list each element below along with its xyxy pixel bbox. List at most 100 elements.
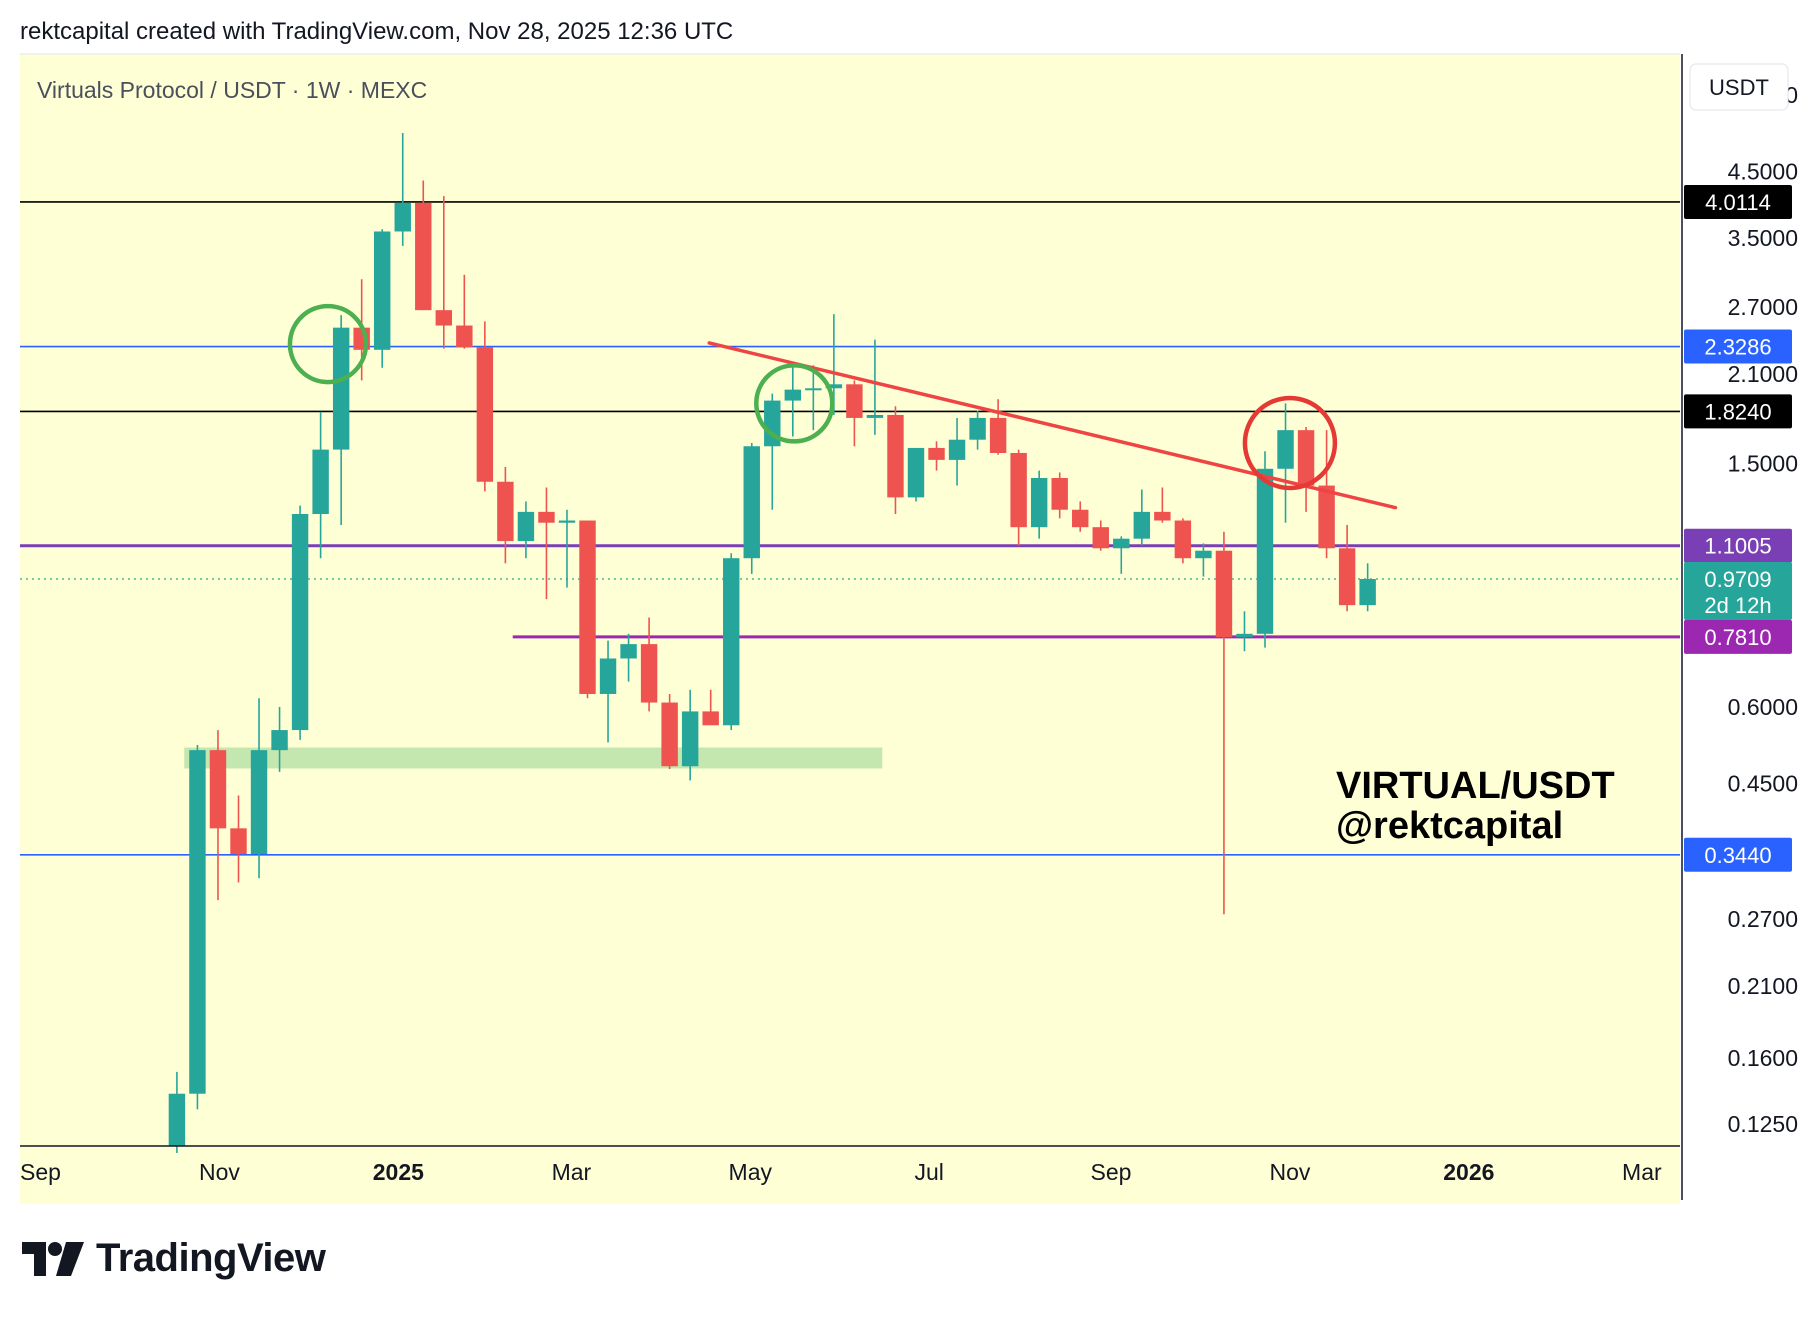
candle[interactable] (1236, 611, 1253, 652)
candle[interactable] (928, 441, 945, 471)
candle[interactable] (1338, 524, 1356, 612)
candle[interactable] (599, 640, 617, 743)
y-tick-label: 0.4500 (1728, 770, 1798, 796)
price-badge (1684, 329, 1792, 364)
candle[interactable] (1030, 470, 1048, 539)
candle[interactable] (332, 315, 350, 525)
candle[interactable] (209, 730, 227, 901)
annotation-author: @rektcapital (1336, 805, 1563, 847)
tradingview-logo-icon (22, 1241, 84, 1276)
candle-body (579, 520, 596, 694)
currency-button[interactable] (1689, 63, 1789, 111)
candle[interactable] (1092, 520, 1109, 551)
candle[interactable] (887, 406, 904, 515)
price-badge-label: 0.7810 (1704, 625, 1771, 650)
candle-body (681, 711, 699, 767)
candle-body (887, 414, 904, 498)
price-badge (1684, 394, 1792, 429)
x-axis-right-mask (1684, 1150, 1820, 1200)
candle[interactable] (1174, 518, 1192, 564)
candle[interactable] (620, 633, 637, 682)
candle[interactable] (681, 689, 699, 781)
candle[interactable] (640, 617, 658, 712)
candle[interactable] (1297, 427, 1315, 512)
candle-body (1359, 579, 1376, 606)
candle[interactable] (948, 417, 966, 486)
candle-body (1030, 477, 1048, 528)
candle-body (1051, 477, 1068, 510)
candle[interactable] (394, 133, 411, 246)
y-tick-label: 2.1000 (1728, 361, 1798, 387)
candle-body (784, 389, 802, 401)
candle[interactable] (1195, 543, 1212, 577)
candle[interactable] (271, 706, 288, 772)
y-tick-label: 2.7000 (1728, 294, 1798, 320)
tradingview-brand[interactable]: TradingView (22, 1236, 326, 1281)
candle[interactable] (1359, 563, 1376, 612)
candle-body (209, 750, 227, 829)
y-tick-label: 0.2100 (1728, 973, 1798, 999)
candle-body (1113, 538, 1130, 549)
candle[interactable] (373, 229, 391, 368)
candle[interactable] (435, 196, 453, 349)
candle[interactable] (723, 553, 740, 731)
candle-body (189, 750, 206, 1094)
candle[interactable] (476, 321, 494, 492)
candle-body (1133, 511, 1151, 539)
candle[interactable] (168, 1071, 186, 1154)
candle-body (1195, 550, 1212, 559)
candle-body (1092, 527, 1109, 549)
candle[interactable] (517, 501, 535, 559)
candle[interactable] (1133, 489, 1151, 546)
candle[interactable] (969, 410, 986, 450)
candle[interactable] (1113, 536, 1130, 574)
symbol-line: Virtuals Protocol / USDT · 1W · MEXC (37, 77, 427, 103)
candle[interactable] (497, 466, 514, 564)
candle[interactable] (579, 520, 596, 699)
candle-body (1072, 509, 1089, 528)
candle[interactable] (1051, 472, 1068, 519)
candle[interactable] (1154, 487, 1171, 523)
candle[interactable] (291, 505, 309, 740)
candle[interactable] (805, 365, 822, 431)
candle[interactable] (1277, 403, 1294, 523)
candle[interactable] (846, 380, 863, 447)
candle[interactable] (250, 698, 268, 879)
candle[interactable] (230, 795, 247, 883)
candle-body (476, 347, 494, 482)
candle[interactable] (1010, 449, 1027, 546)
candle-body (1338, 548, 1356, 606)
candle[interactable] (661, 693, 678, 770)
candle[interactable] (415, 180, 432, 311)
candle[interactable] (1072, 501, 1089, 532)
candle-body (1236, 633, 1253, 638)
candle[interactable] (1318, 430, 1335, 559)
y-tick-label: 0.1600 (1728, 1045, 1798, 1071)
price-badge-label: 0.3440 (1704, 843, 1771, 868)
candle[interactable] (1256, 451, 1274, 648)
candle[interactable] (907, 447, 925, 502)
chart-attribution-header: rektcapital created with TradingView.com… (20, 18, 734, 45)
x-tick-label: Nov (199, 1159, 240, 1185)
candle[interactable] (189, 744, 206, 1110)
candle[interactable] (456, 274, 473, 349)
candle-body (558, 520, 576, 523)
candle[interactable] (538, 487, 555, 600)
candle[interactable] (558, 509, 576, 588)
candle[interactable] (702, 689, 719, 726)
candle-body (825, 384, 843, 389)
candle[interactable] (1215, 531, 1233, 915)
tradingview-wordmark: TradingView (96, 1236, 326, 1280)
candle[interactable] (784, 361, 802, 437)
candle-body (640, 644, 658, 703)
countdown-label: 2d 12h (1704, 593, 1771, 618)
candle[interactable] (866, 339, 884, 435)
y-tick-label: 4.5000 (1728, 158, 1798, 184)
candle-body (538, 511, 555, 523)
candle-body (599, 658, 617, 694)
candle[interactable] (743, 442, 760, 574)
candle[interactable] (312, 412, 329, 559)
candle-body (805, 388, 822, 391)
candle[interactable] (989, 399, 1007, 455)
